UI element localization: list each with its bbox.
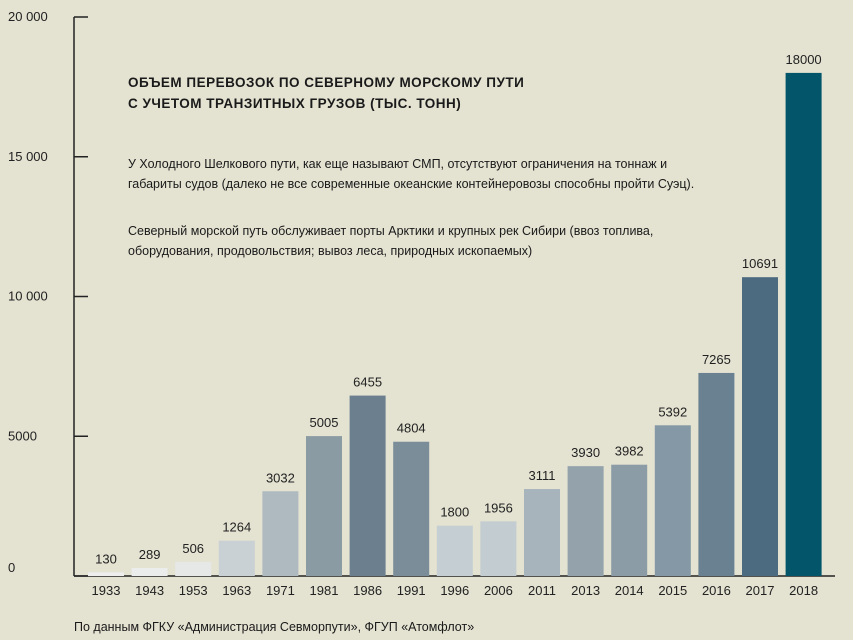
bar-value-label: 3032 [266, 470, 295, 485]
bar-value-label: 506 [182, 541, 204, 556]
description-line-1: У Холодного Шелкового пути, как еще назы… [128, 157, 668, 171]
x-tick-label: 2015 [658, 583, 687, 598]
x-tick-label: 2013 [571, 583, 600, 598]
x-tick-label: 2018 [789, 583, 818, 598]
chart-title-line-2: С УЧЕТОМ ТРАНЗИТНЫХ ГРУЗОВ (ТЫС. ТОНН) [128, 96, 462, 111]
bar-value-label: 3930 [571, 445, 600, 460]
x-tick-label: 1981 [310, 583, 339, 598]
bar-value-label: 18000 [786, 52, 822, 67]
bar [698, 372, 735, 576]
bar-value-label: 6455 [353, 375, 382, 390]
chart-title-line-1: ОБЪЕМ ПЕРЕВОЗОК ПО СЕВЕРНОМУ МОРСКОМУ ПУ… [128, 75, 525, 90]
description-paragraph-2: Северный морской путь обслуживает порты … [128, 221, 728, 261]
description-line-3: Северный морской путь обслуживает порты … [128, 224, 654, 238]
y-tick-label: 15 000 [8, 149, 48, 164]
source-note: По данным ФГКУ «Администрация Севморпути… [74, 620, 475, 634]
x-tick-label: 1943 [135, 583, 164, 598]
x-tick-label: 2011 [528, 583, 556, 598]
x-tick-label: 1996 [440, 583, 469, 598]
chart-title: ОБЪЕМ ПЕРЕВОЗОК ПО СЕВЕРНОМУ МОРСКОМУ ПУ… [128, 72, 524, 114]
x-tick-label: 2016 [702, 583, 731, 598]
x-tick-label: 2006 [484, 583, 513, 598]
bar [436, 525, 473, 576]
bar [654, 425, 691, 576]
bar [88, 572, 124, 576]
bar [131, 567, 168, 576]
y-tick-label: 10 000 [8, 289, 48, 304]
bar-value-label: 289 [139, 547, 161, 562]
bar [349, 395, 386, 576]
bar [567, 466, 604, 576]
description-paragraph-1: У Холодного Шелкового пути, как еще назы… [128, 154, 728, 194]
x-tick-label: 1971 [266, 583, 295, 598]
bar [611, 464, 648, 576]
bar-value-label: 3982 [615, 444, 644, 459]
description-line-4: оборудования, продовольствия; вывоз леса… [128, 244, 533, 258]
bar-value-label: 130 [95, 551, 117, 566]
y-tick-label: 5000 [8, 428, 37, 443]
x-tick-label: 1991 [397, 583, 426, 598]
x-tick-label: 1953 [179, 583, 208, 598]
y-tick-label: 0 [8, 560, 15, 575]
bar-value-label: 1264 [222, 520, 251, 535]
bar-value-label: 10691 [742, 256, 778, 271]
bar [262, 491, 299, 576]
x-tick-label: 1963 [222, 583, 251, 598]
bar [785, 72, 822, 577]
x-tick-label: 1933 [92, 583, 121, 598]
bar [742, 277, 778, 576]
bar [175, 561, 212, 576]
bar [393, 441, 430, 576]
bar-value-label: 3111 [529, 468, 556, 483]
bar [524, 489, 560, 576]
x-tick-label: 1986 [353, 583, 382, 598]
bar [306, 436, 342, 576]
bar-value-label: 1956 [484, 500, 513, 515]
bar [218, 540, 255, 576]
bar-value-label: 4804 [397, 421, 426, 436]
bar-value-label: 5392 [658, 404, 687, 419]
x-tick-label: 2014 [615, 583, 644, 598]
x-tick-label: 2017 [746, 583, 775, 598]
bar [480, 521, 517, 576]
description-line-2: габариты судов (далеко не все современны… [128, 177, 695, 191]
bar-value-label: 1800 [440, 505, 469, 520]
bar-value-label: 5005 [310, 415, 339, 430]
y-tick-label: 20 000 [8, 9, 48, 24]
bar-value-label: 7265 [702, 352, 731, 367]
